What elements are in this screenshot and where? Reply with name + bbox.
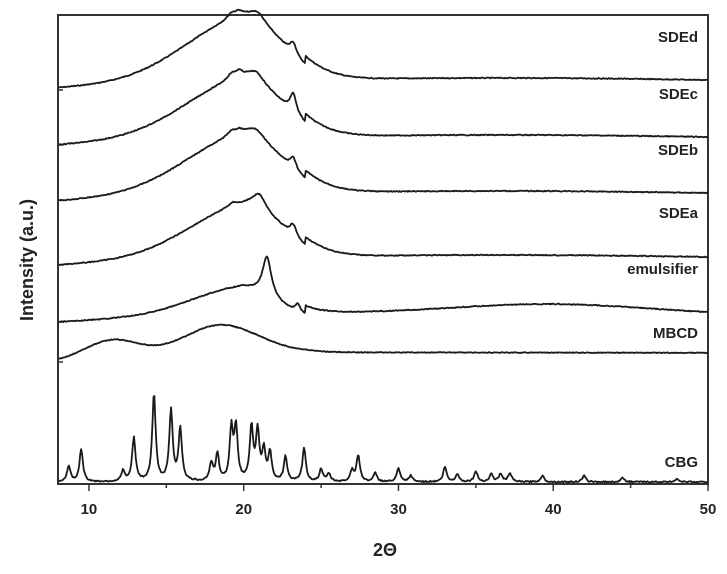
x-tick-label: 40 — [545, 501, 562, 518]
series-label-sdeb: SDEb — [658, 142, 698, 159]
x-axis-title: 2Θ — [373, 540, 397, 560]
x-tick-label: 50 — [700, 501, 717, 518]
series-label-mbcd: MBCD — [653, 325, 698, 342]
trace-sded — [58, 8, 708, 89]
trace-cbg — [58, 395, 708, 484]
x-tick-label: 30 — [390, 501, 407, 518]
trace-emulsifier — [58, 255, 709, 323]
x-tick-label: 10 — [81, 501, 98, 518]
plot-frame — [57, 14, 709, 485]
series-label-sdec: SDEc — [659, 86, 698, 103]
series-label-sdea: SDEa — [659, 205, 699, 222]
series-label-cbg: CBG — [665, 454, 698, 471]
series-label-emulsifier: emulsifier — [627, 261, 698, 278]
trace-sdea — [58, 192, 708, 266]
trace-sdec — [58, 68, 708, 146]
trace-mbcd — [58, 323, 709, 360]
series-labels: SDEd SDEc SDEb SDEa emulsifier MBCD CBG — [627, 29, 699, 471]
y-axis-title: Intensity (a.u.) — [17, 199, 37, 321]
traces — [58, 8, 709, 484]
trace-sdeb — [58, 126, 708, 202]
x-tick-label: 20 — [235, 501, 252, 518]
x-axis-ticks: 10 20 30 40 50 — [81, 484, 717, 518]
series-label-sded: SDEd — [658, 29, 698, 46]
